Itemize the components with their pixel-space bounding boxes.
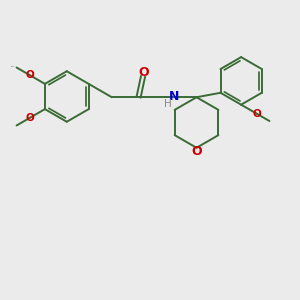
Text: O: O	[138, 66, 149, 79]
Text: N: N	[169, 90, 179, 103]
Text: H: H	[164, 99, 172, 109]
Text: methyl: methyl	[11, 66, 16, 67]
Text: O: O	[191, 145, 202, 158]
Text: O: O	[25, 113, 34, 123]
Text: O: O	[253, 109, 262, 118]
Text: O: O	[25, 70, 34, 80]
